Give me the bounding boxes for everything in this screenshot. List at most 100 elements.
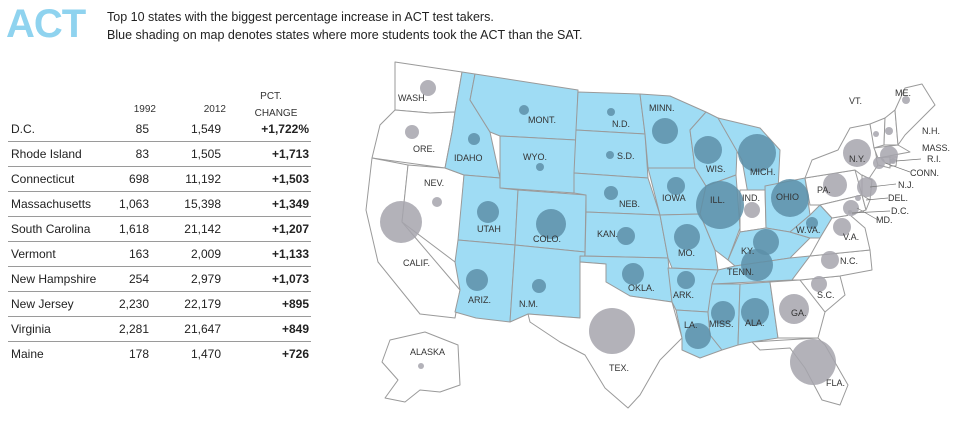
circle-ala xyxy=(741,298,769,326)
row-pct: +1,073 xyxy=(271,272,309,286)
label-neb: NEB. xyxy=(619,199,640,209)
circle-idaho xyxy=(468,133,480,145)
table-row: Maine 178 1,470 +726 xyxy=(8,342,311,366)
circle-mont xyxy=(519,105,529,115)
row-2012: 1,505 xyxy=(190,147,221,161)
label-sd: S.D. xyxy=(617,151,635,161)
label-nj: N.J. xyxy=(898,180,914,190)
circle-mich xyxy=(738,134,776,172)
row-pct: +726 xyxy=(281,347,309,361)
circle-sd xyxy=(606,151,614,159)
table-row: Virginia 2,281 21,647 +849 xyxy=(8,317,311,342)
label-ny: N.Y. xyxy=(849,154,865,164)
circle-alaska xyxy=(418,363,424,369)
table-row: South Carolina 1,618 21,142 +1,207 xyxy=(8,217,311,242)
circle-neb xyxy=(604,186,618,200)
row-state: Vermont xyxy=(11,247,56,261)
row-pct: +1,349 xyxy=(271,197,309,211)
label-colo: COLO. xyxy=(533,234,561,244)
subtitle-line-2: Blue shading on map denotes states where… xyxy=(107,28,583,42)
circle-ill xyxy=(696,181,744,229)
row-1992: 698 xyxy=(128,172,149,186)
header-1992: 1992 xyxy=(133,104,156,115)
circle-ind xyxy=(744,202,760,218)
label-me: ME. xyxy=(895,88,911,98)
row-2012: 22,179 xyxy=(184,297,221,311)
table-row: Massachusetts 1,063 15,398 +1,349 xyxy=(8,192,311,217)
circle-kan xyxy=(617,227,635,245)
row-state: Massachusetts xyxy=(11,197,92,211)
label-okla: OKLA. xyxy=(628,283,655,293)
circle-nj xyxy=(857,177,877,197)
label-kan: KAN. xyxy=(597,229,618,239)
row-1992: 178 xyxy=(128,347,149,361)
circle-tex xyxy=(589,308,635,354)
label-nm: N.M. xyxy=(519,299,538,309)
label-wva: W.VA. xyxy=(796,225,820,235)
circle-ohio xyxy=(771,179,809,217)
row-1992: 83 xyxy=(135,147,149,161)
header-pct: PCT. xyxy=(260,91,282,102)
row-state: Maine xyxy=(11,347,44,361)
row-1992: 2,230 xyxy=(118,297,149,311)
label-ark: ARK. xyxy=(673,290,694,300)
circle-sc xyxy=(811,276,827,292)
circle-nc xyxy=(821,251,839,269)
circle-okla xyxy=(622,263,644,285)
circle-nd xyxy=(607,108,615,116)
label-mass: MASS. xyxy=(922,143,950,153)
circle-wash xyxy=(420,80,436,96)
label-va: V.A. xyxy=(843,232,859,242)
row-2012: 21,142 xyxy=(184,222,221,236)
circle-wis xyxy=(694,136,722,164)
row-state: New Jersey xyxy=(11,297,74,311)
row-pct: +1,722% xyxy=(261,122,309,136)
circle-me xyxy=(902,96,910,104)
label-dc: D.C. xyxy=(891,206,909,216)
row-pct: +1,133 xyxy=(271,247,309,261)
circle-nh xyxy=(885,127,893,135)
circle-utah xyxy=(477,201,499,223)
row-state: New Hampshire xyxy=(11,272,97,286)
label-wash: WASH. xyxy=(398,93,427,103)
circle-conn xyxy=(873,157,885,169)
row-1992: 1,063 xyxy=(118,197,149,211)
circle-iowa xyxy=(667,177,685,195)
label-mich: MICH. xyxy=(750,167,776,177)
circle-vt xyxy=(873,131,879,137)
label-pa: PA. xyxy=(817,185,831,195)
label-la: LA. xyxy=(684,320,698,330)
circle-md xyxy=(843,200,859,216)
circle-del xyxy=(855,195,861,201)
label-conn: CONN. xyxy=(910,168,939,178)
row-2012: 2,009 xyxy=(190,247,221,261)
label-calif: CALIF. xyxy=(403,258,430,268)
label-nh: N.H. xyxy=(922,126,940,136)
label-mo: MO. xyxy=(678,248,695,258)
state-ore xyxy=(371,109,456,169)
circle-wyo xyxy=(536,163,544,171)
row-2012: 21,647 xyxy=(184,322,221,336)
label-mont: MONT. xyxy=(528,115,556,125)
circle-pa xyxy=(823,173,847,197)
label-tex: TEX. xyxy=(609,363,629,373)
label-minn: MINN. xyxy=(649,103,675,113)
row-pct: +1,713 xyxy=(271,147,309,161)
label-ariz: ARIZ. xyxy=(468,295,491,305)
us-map: WASH. ORE. CALIF. NEV. IDAHO MONT. WYO. … xyxy=(365,61,950,409)
label-ga: GA. xyxy=(791,308,807,318)
label-ri: R.I. xyxy=(927,154,941,164)
row-2012: 1,470 xyxy=(190,347,221,361)
label-ind: IND. xyxy=(742,193,760,203)
circle-ny xyxy=(843,139,871,167)
row-2012: 15,398 xyxy=(184,197,221,211)
circle-tenn xyxy=(741,249,773,281)
row-1992: 163 xyxy=(128,247,149,261)
table-row: Rhode Island 83 1,505 +1,713 xyxy=(8,142,311,167)
circle-nev xyxy=(432,197,442,207)
label-idaho: IDAHO xyxy=(454,153,483,163)
circle-miss xyxy=(711,301,735,325)
header-2012: 2012 xyxy=(203,104,226,115)
label-iowa: IOWA xyxy=(662,193,686,203)
act-logo: ACT xyxy=(6,2,86,46)
